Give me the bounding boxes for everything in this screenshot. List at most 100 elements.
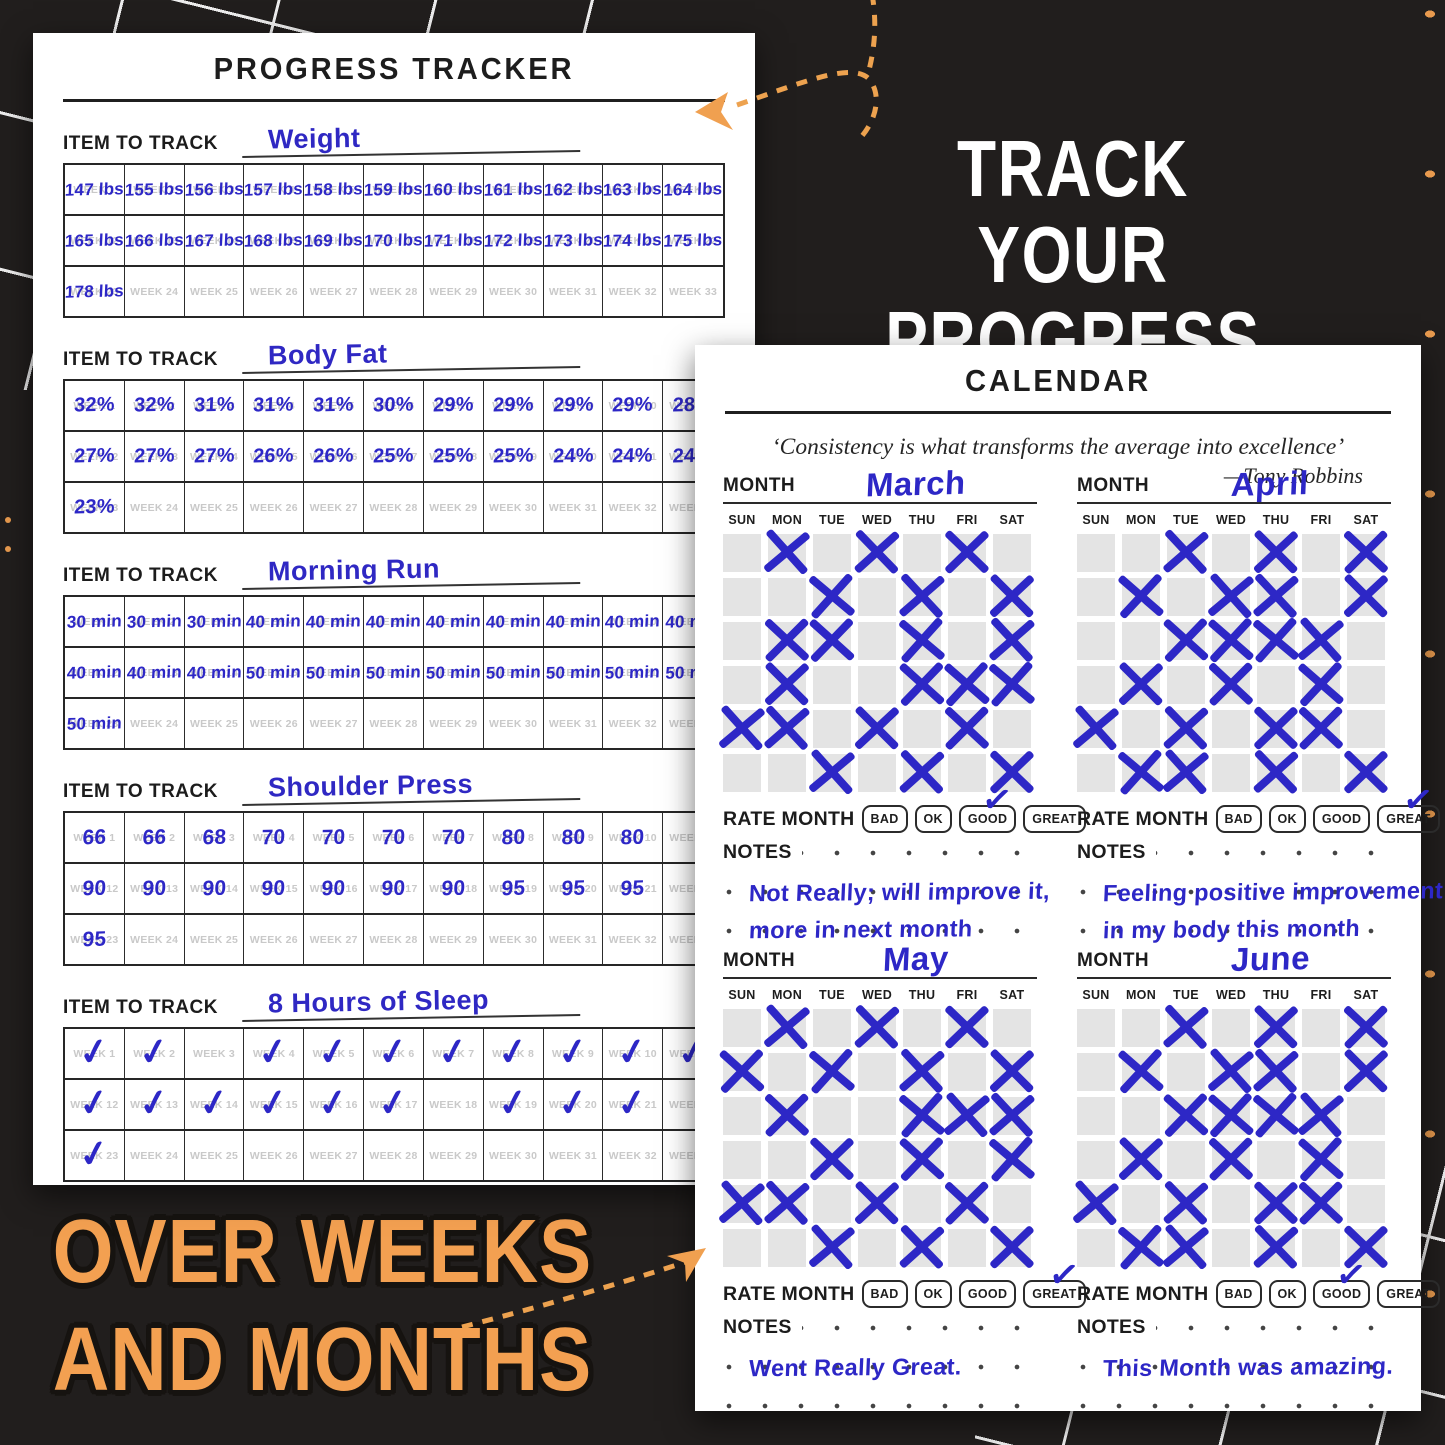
day-grid (1077, 1009, 1391, 1268)
week-number-label: WEEK 7 (432, 615, 475, 628)
x-mark (990, 573, 1035, 620)
day-cell (1347, 666, 1385, 705)
week-cell: WEEK 21 ✓ (603, 1079, 664, 1129)
day-header: FRI (1310, 513, 1332, 528)
week-cell: WEEK 20 173 lbs (543, 216, 604, 265)
week-cell: WEEK 29 (424, 915, 484, 964)
check-mark: ✓ (195, 1079, 233, 1125)
day-cell (948, 754, 986, 793)
week-cell: WEEK 7 40 min (424, 597, 484, 646)
day-cell (1302, 578, 1340, 617)
week-cell: WEEK 6 ✓ (364, 1028, 424, 1078)
day-cell (903, 1185, 941, 1224)
day-header: SUN (1082, 988, 1110, 1003)
week-number-label: WEEK 8 (492, 399, 535, 412)
day-cell (723, 1009, 761, 1048)
week-cell: WEEK 14 27% (185, 432, 245, 481)
cell-value: 147 lbs (64, 178, 125, 200)
x-mark (1253, 749, 1299, 797)
week-cell: WEEK 29 (424, 483, 484, 532)
day-cell (723, 666, 761, 705)
week-number-label: WEEK 15 (249, 882, 298, 895)
month-name-handwritten: May (882, 939, 950, 978)
week-number-label: WEEK 27 (309, 501, 358, 514)
day-header: TUE (819, 513, 845, 528)
day-cell (858, 754, 896, 793)
week-cell: WEEK 4 70 (244, 813, 305, 862)
day-grid (723, 534, 1037, 793)
month-name-handwritten: April (1230, 463, 1310, 504)
rate-month-label: RATE MONTH (1077, 1282, 1209, 1305)
day-header-row: SUN MON TUE WED THU FRI SAT (723, 988, 1037, 1002)
day-cell (723, 534, 761, 573)
week-number-label: WEEK 23 (70, 717, 119, 730)
check-mark: ✓ (75, 1028, 113, 1074)
week-cell: WEEK 1 ✓ (65, 1028, 125, 1078)
day-cell (768, 1009, 806, 1048)
cell-value: 90 (381, 876, 406, 900)
week-number-label: WEEK 11 (669, 183, 717, 196)
week-cell: WEEK 2 66 (125, 813, 185, 862)
cell-value: 40 min (425, 610, 482, 632)
week-number-label: WEEK 32 (608, 933, 657, 946)
week-number-label: WEEK 21 (608, 234, 657, 247)
week-cell: WEEK 25 (185, 1131, 245, 1180)
week-cell: WEEK 2 30 min (125, 597, 185, 646)
day-cell (1302, 1141, 1340, 1180)
week-cell: WEEK 8 161 lbs (483, 165, 544, 214)
x-mark (1344, 749, 1388, 795)
day-cell (1302, 1229, 1340, 1268)
week-cell: WEEK 2 155 lbs (124, 165, 185, 214)
cell-value: 27% (133, 444, 176, 468)
week-cell: WEEK 9 40 min (544, 597, 604, 646)
day-cell (993, 1229, 1031, 1268)
cell-value: 70 (261, 825, 287, 849)
day-cell (1212, 1009, 1250, 1048)
week-number-label: WEEK 25 (189, 501, 239, 514)
x-mark (989, 1091, 1035, 1139)
divider (63, 99, 725, 102)
week-cell: WEEK 27 (304, 267, 365, 316)
x-mark (1208, 616, 1254, 664)
divider (725, 411, 1391, 414)
cell-value: 155 lbs (124, 178, 185, 200)
day-cell (1167, 622, 1205, 661)
x-mark (1298, 660, 1344, 708)
rate-buttons: BAD OK GOOD GREAT ✓ (855, 1252, 1086, 1309)
week-cell: WEEK 16 ✓ (304, 1079, 365, 1129)
day-cell (948, 1185, 986, 1224)
week-number-label: WEEK 23 (70, 501, 119, 514)
x-mark (899, 1136, 945, 1184)
week-number-label: WEEK 17 (369, 666, 418, 679)
week-cell: WEEK 10 29% (603, 381, 664, 430)
day-cell (1167, 710, 1205, 749)
tracker-section-morning-run: ITEM TO TRACK Morning Run WEEK 1 30 min WE… (63, 553, 725, 750)
notes-area: NOTES Not Really; will improve it, more i… (723, 841, 1050, 944)
day-cell (1212, 1229, 1250, 1268)
day-cell (1122, 1185, 1160, 1224)
x-mark (855, 705, 900, 752)
orange-dots-left (5, 517, 11, 523)
day-cell (1077, 1097, 1115, 1136)
week-number-label: WEEK 18 (429, 882, 478, 895)
day-cell (948, 578, 986, 617)
rate-option-bad: BAD (861, 1280, 908, 1309)
day-cell (813, 710, 851, 749)
cell-value: 66 (82, 825, 107, 849)
day-cell (903, 622, 941, 661)
day-cell (1302, 754, 1340, 793)
week-number-label: WEEK 28 (369, 933, 418, 946)
week-cell: WEEK 9 ✓ (544, 1028, 604, 1078)
day-cell (813, 622, 851, 661)
week-cell: WEEK 16 90 (304, 864, 365, 913)
week-cell: WEEK 4 40 min (244, 597, 305, 646)
x-mark (1163, 1092, 1209, 1140)
day-cell (1212, 1053, 1250, 1092)
week-number-label: WEEK 27 (309, 717, 358, 730)
day-cell (1257, 534, 1295, 573)
week-number-label: WEEK 14 (189, 1098, 239, 1111)
x-mark (943, 1091, 990, 1140)
week-cell: WEEK 23 178 lbs (64, 267, 125, 316)
x-mark (945, 1004, 989, 1050)
day-cell (903, 754, 941, 793)
